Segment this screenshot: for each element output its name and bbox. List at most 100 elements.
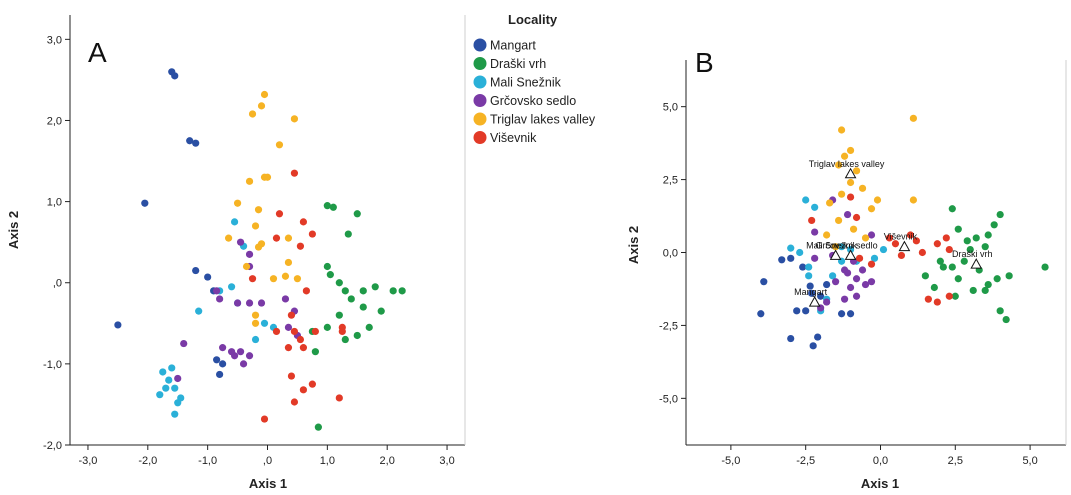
point-grcovsko-sedlo bbox=[239, 360, 248, 368]
panel-b-xtick-label: 0,0 bbox=[873, 455, 888, 467]
point-mali-sneznik bbox=[260, 319, 269, 327]
point-draski-vrh bbox=[972, 234, 980, 242]
point-visevnik bbox=[855, 254, 864, 262]
point-draski-vrh bbox=[1002, 315, 1010, 324]
point-draski-vrh bbox=[981, 243, 989, 251]
legend-label-triglav-lakes-valley: Triglav lakes valley bbox=[490, 113, 596, 127]
point-mangart bbox=[192, 139, 200, 147]
point-triglav-lakes-valley bbox=[846, 178, 855, 187]
point-mali-sneznik bbox=[171, 410, 179, 418]
point-visevnik bbox=[906, 231, 915, 239]
point-grcovsko-sedlo bbox=[257, 299, 266, 307]
panel-a-xtick-label: -3,0 bbox=[78, 455, 97, 467]
point-grcovsko-sedlo bbox=[840, 295, 849, 303]
point-visevnik bbox=[846, 193, 855, 201]
point-mangart bbox=[799, 263, 807, 271]
point-draski-vrh bbox=[377, 307, 385, 315]
point-draski-vrh bbox=[960, 257, 968, 265]
panel-b-xtick-label: 5,0 bbox=[1022, 455, 1037, 467]
point-triglav-lakes-valley bbox=[861, 234, 870, 242]
legend-swatch-mali-sneznik bbox=[473, 75, 487, 89]
point-grcovsko-sedlo bbox=[811, 228, 819, 236]
point-draski-vrh bbox=[996, 307, 1004, 315]
point-triglav-lakes-valley bbox=[909, 196, 918, 204]
point-draski-vrh bbox=[353, 331, 361, 340]
point-triglav-lakes-valley bbox=[248, 110, 257, 118]
point-visevnik bbox=[852, 213, 861, 222]
panel-a: A Axis 1 Axis 2 -3,0 -2,0 -1,0 ,0 1,0 2,0 3,0 -… bbox=[6, 15, 466, 491]
point-draski-vrh bbox=[921, 272, 929, 280]
centroid-label-mali-sneznik: Mali Snežnik bbox=[806, 240, 858, 250]
point-draski-vrh bbox=[389, 287, 397, 295]
point-triglav-lakes-valley bbox=[257, 102, 266, 110]
point-mali-sneznik bbox=[787, 244, 795, 252]
point-mangart bbox=[846, 310, 855, 318]
point-mali-sneznik bbox=[162, 384, 170, 392]
point-triglav-lakes-valley bbox=[837, 126, 846, 134]
point-mangart bbox=[837, 310, 846, 318]
panel-b-xlabel: Axis 1 bbox=[861, 476, 899, 491]
legend-swatch-mangart bbox=[473, 38, 487, 52]
point-triglav-lakes-valley bbox=[263, 173, 272, 181]
point-triglav-lakes-valley bbox=[284, 234, 293, 242]
point-visevnik bbox=[302, 287, 311, 295]
point-triglav-lakes-valley bbox=[852, 167, 861, 175]
point-triglav-lakes-valley bbox=[245, 177, 254, 185]
point-mangart bbox=[141, 199, 149, 207]
point-mangart bbox=[192, 266, 200, 275]
point-visevnik bbox=[290, 327, 299, 336]
point-mali-sneznik bbox=[195, 307, 203, 315]
point-draski-vrh bbox=[939, 263, 947, 271]
point-draski-vrh bbox=[951, 292, 959, 300]
panel-a-xtick-label: 2,0 bbox=[380, 455, 395, 467]
point-grcovsko-sedlo bbox=[236, 238, 245, 246]
point-grcovsko-sedlo bbox=[245, 299, 254, 307]
point-mali-sneznik bbox=[159, 368, 167, 376]
point-grcovsko-sedlo bbox=[823, 298, 831, 306]
point-triglav-lakes-valley bbox=[837, 190, 846, 198]
panel-b-ytick-label: -5,0 bbox=[659, 393, 678, 405]
point-draski-vrh bbox=[963, 237, 971, 245]
point-grcovsko-sedlo bbox=[245, 250, 254, 258]
point-triglav-lakes-valley bbox=[269, 275, 278, 283]
point-triglav-lakes-valley bbox=[242, 262, 251, 271]
point-visevnik bbox=[284, 344, 293, 352]
point-mangart bbox=[793, 307, 801, 315]
centroid-draski-vrh bbox=[970, 258, 983, 269]
legend-swatch-triglav-lakes-valley bbox=[473, 112, 487, 126]
legend: Locality Mangart Draški vrh Mali Snežnik Gr… bbox=[473, 12, 596, 145]
point-draski-vrh bbox=[981, 286, 989, 295]
point-mangart bbox=[817, 292, 825, 300]
point-grcovsko-sedlo bbox=[843, 210, 852, 219]
centroid-label-draski-vrh: Draški vrh bbox=[952, 249, 993, 259]
point-draski-vrh bbox=[323, 202, 331, 210]
point-visevnik bbox=[311, 327, 319, 336]
point-visevnik bbox=[912, 237, 920, 245]
point-draski-vrh bbox=[365, 323, 373, 331]
point-draski-vrh bbox=[359, 303, 367, 311]
panel-b-letter: B bbox=[695, 47, 714, 78]
point-visevnik bbox=[924, 295, 932, 303]
point-draski-vrh bbox=[398, 287, 406, 295]
point-triglav-lakes-valley bbox=[293, 275, 302, 283]
point-triglav-lakes-valley bbox=[251, 311, 260, 319]
panel-a-ytick-label: ,0 bbox=[53, 278, 62, 290]
panel-a-xtick-label: -1,0 bbox=[198, 455, 217, 467]
point-visevnik bbox=[308, 230, 316, 238]
point-grcovsko-sedlo bbox=[233, 299, 242, 307]
point-draski-vrh bbox=[948, 263, 956, 271]
centroid-label-mangart: Mangart bbox=[794, 287, 828, 297]
legend-label-grcovsko-sedlo: Grčovsko sedlo bbox=[490, 94, 576, 108]
panel-a-xtick-label: ,0 bbox=[263, 455, 272, 467]
panel-b-xtick-label: -5,0 bbox=[721, 455, 740, 467]
point-triglav-lakes-valley bbox=[849, 225, 858, 233]
centroid-mangart bbox=[808, 296, 821, 307]
point-triglav-lakes-valley bbox=[834, 161, 843, 169]
point-triglav-lakes-valley bbox=[846, 146, 855, 155]
point-draski-vrh bbox=[323, 262, 331, 271]
point-mangart bbox=[806, 282, 814, 290]
point-grcovsko-sedlo bbox=[867, 278, 876, 286]
point-visevnik bbox=[867, 260, 876, 268]
point-triglav-lakes-valley bbox=[867, 205, 876, 213]
point-visevnik bbox=[299, 386, 308, 394]
